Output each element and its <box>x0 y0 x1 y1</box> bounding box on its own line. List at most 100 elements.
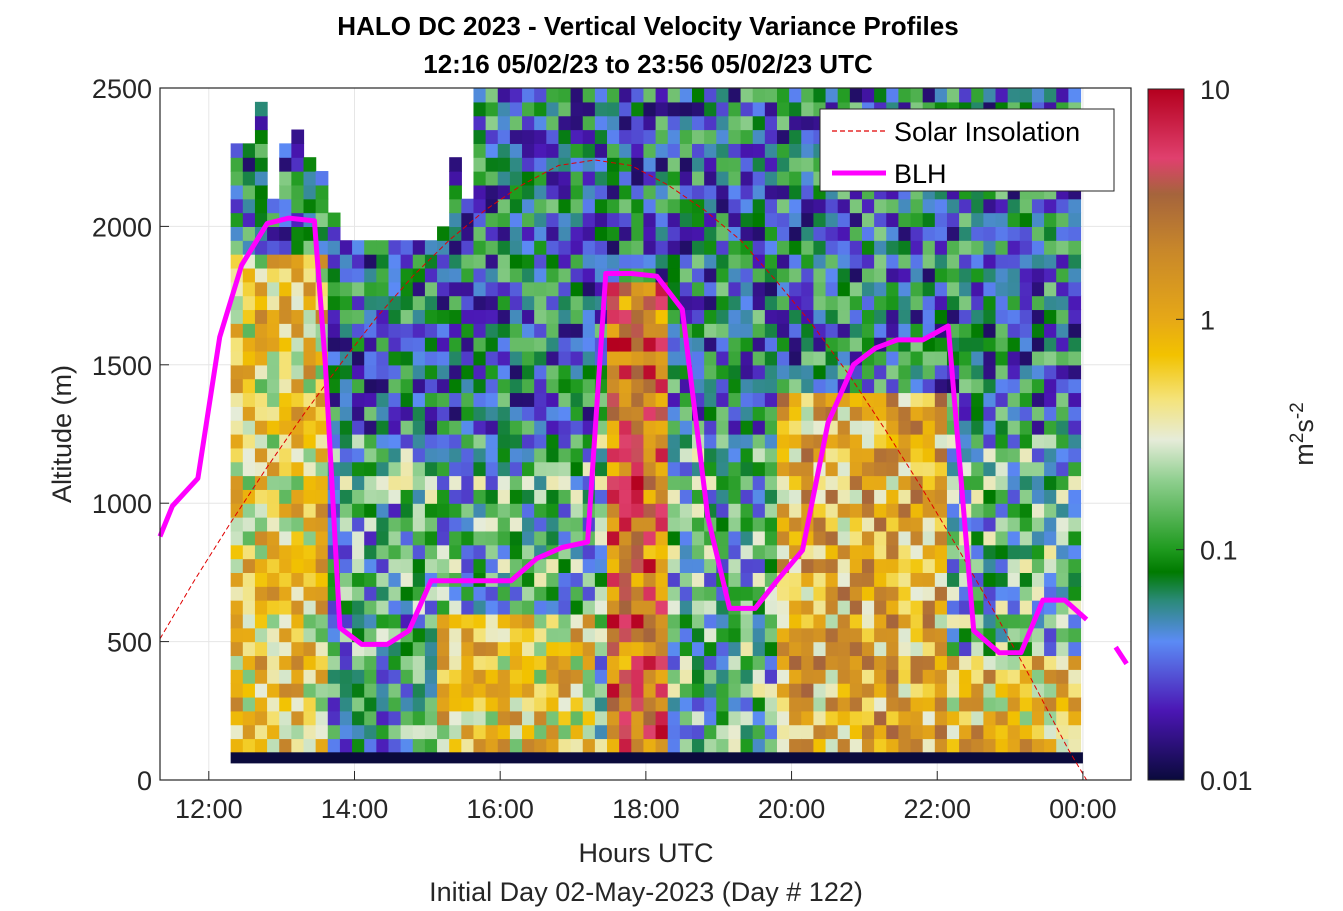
heatmap-cell <box>303 613 317 629</box>
heatmap-cell <box>983 434 997 449</box>
heatmap-cell <box>582 613 596 629</box>
heatmap-cell <box>230 572 244 587</box>
heatmap-cell <box>813 420 827 435</box>
heatmap-cell <box>934 461 948 477</box>
heatmap-cell <box>983 724 997 740</box>
heatmap-cell <box>874 696 887 712</box>
heatmap-cell <box>242 572 256 587</box>
heatmap-cell <box>825 710 839 726</box>
heatmap-cell <box>461 434 475 449</box>
heatmap-cell <box>886 669 899 684</box>
heatmap-cell <box>1068 240 1082 255</box>
heatmap-cell <box>922 627 936 643</box>
heatmap-cell <box>279 683 292 698</box>
heatmap-cell <box>655 558 669 573</box>
heatmap-cell <box>485 655 499 670</box>
heatmap-cell <box>825 254 839 269</box>
heatmap-cell <box>594 461 608 477</box>
heatmap-cell <box>412 724 426 740</box>
heatmap-cell <box>692 143 705 158</box>
heatmap-cell <box>242 710 256 726</box>
heatmap-cell <box>522 143 535 158</box>
heatmap-cell <box>473 212 487 227</box>
heatmap-cell <box>728 461 742 477</box>
heatmap-cell <box>279 378 292 394</box>
heatmap-cell <box>631 323 645 338</box>
heatmap-cell <box>946 655 960 670</box>
heatmap-cell <box>485 489 499 504</box>
heatmap-cell <box>619 627 632 643</box>
heatmap-cell <box>473 337 487 352</box>
heatmap-cell <box>789 337 802 352</box>
heatmap-cell <box>752 143 766 158</box>
heatmap-cell <box>619 378 632 394</box>
heatmap-cell <box>874 88 887 103</box>
heatmap-cell <box>291 129 305 144</box>
heatmap-cell <box>509 530 523 546</box>
heatmap-cell <box>534 696 547 712</box>
heatmap-cell <box>582 337 596 352</box>
heatmap-cell <box>995 198 1009 214</box>
heatmap-cell <box>400 406 414 421</box>
heatmap-cell <box>789 461 802 477</box>
heatmap-cell <box>497 406 511 421</box>
heatmap-cell <box>922 88 936 103</box>
heatmap-cell <box>339 586 353 601</box>
heatmap-cell <box>497 295 511 311</box>
heatmap-cell <box>643 420 657 435</box>
heatmap-cell <box>1019 724 1033 740</box>
heatmap-cell <box>922 738 936 753</box>
heatmap-cell <box>388 392 402 407</box>
heatmap-cell <box>449 710 462 726</box>
heatmap-cell <box>692 281 705 297</box>
heatmap-cell <box>582 655 596 670</box>
heatmap-cell <box>1019 530 1033 546</box>
heatmap-cell <box>716 434 730 449</box>
heatmap-cell <box>497 88 511 103</box>
heatmap-cell <box>291 613 305 629</box>
heatmap-cell <box>801 101 815 117</box>
heatmap-cell <box>995 572 1009 587</box>
heatmap-cell <box>315 420 329 435</box>
heatmap-cell <box>582 420 596 435</box>
heatmap-cell <box>364 530 377 546</box>
heatmap-cell <box>279 171 292 186</box>
heatmap-cell <box>291 683 305 698</box>
heatmap-cell <box>983 586 997 601</box>
heatmap-cell <box>522 392 535 407</box>
heatmap-cell <box>692 655 705 670</box>
heatmap-cell <box>364 254 377 269</box>
heatmap-cell <box>424 710 438 726</box>
heatmap-cell <box>983 503 997 518</box>
heatmap-cell <box>1031 544 1045 560</box>
heatmap-cell <box>861 364 875 380</box>
heatmap-cell <box>764 254 778 269</box>
heatmap-cell <box>594 683 608 698</box>
heatmap-cell <box>315 696 329 712</box>
heatmap-cell <box>570 420 584 435</box>
heatmap-cell <box>594 101 608 117</box>
heatmap-cell <box>861 392 875 407</box>
heatmap-cell <box>1019 600 1033 615</box>
heatmap-cell <box>242 226 256 241</box>
heatmap-cell <box>327 295 341 311</box>
heatmap-cell <box>667 572 681 587</box>
heatmap-cell <box>449 683 462 698</box>
heatmap-cell <box>315 447 329 463</box>
heatmap-cell <box>861 669 875 684</box>
heatmap-cell <box>740 295 754 311</box>
heatmap-cell <box>424 295 438 311</box>
heatmap-cell <box>789 613 802 629</box>
heatmap-cell <box>849 544 863 560</box>
heatmap-cell <box>740 489 754 504</box>
heatmap-cell <box>825 530 839 546</box>
heatmap-cell <box>279 254 292 269</box>
heatmap-cell <box>1031 641 1045 657</box>
heatmap-cell <box>534 392 547 407</box>
heatmap-cell <box>497 129 511 144</box>
heatmap-cell <box>959 350 972 366</box>
heatmap-cell <box>1031 240 1045 255</box>
heatmap-cell <box>874 461 887 477</box>
heatmap-cell <box>704 254 717 269</box>
heatmap-cell <box>643 572 657 587</box>
